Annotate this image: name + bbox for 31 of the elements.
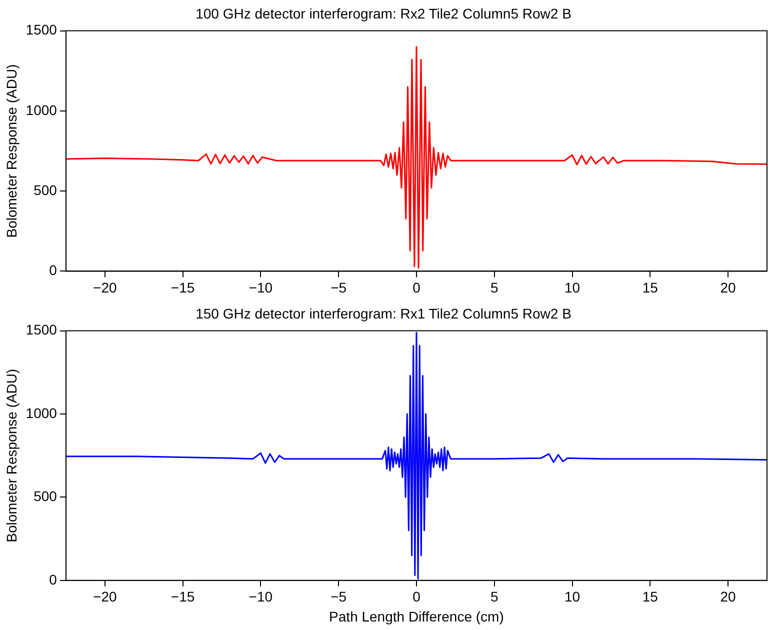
x-tick-label: 10 bbox=[564, 588, 580, 605]
y-axis-title: Bolometer Response (ADU) bbox=[3, 64, 20, 238]
x-tick-label: −15 bbox=[170, 279, 195, 296]
x-tick-label: −10 bbox=[248, 279, 273, 296]
x-tick-label: −15 bbox=[170, 588, 195, 605]
x-tick-label: −20 bbox=[93, 279, 117, 296]
x-tick-label: 5 bbox=[490, 279, 498, 296]
y-tick-label: 0 bbox=[49, 571, 58, 588]
x-axis-title: Path Length Difference (cm) bbox=[329, 608, 504, 624]
x-tick-label: −5 bbox=[330, 588, 347, 605]
x-tick-label: 15 bbox=[642, 588, 658, 605]
x-tick-label: 20 bbox=[720, 279, 736, 296]
x-tick-label: 10 bbox=[564, 279, 580, 296]
y-axis-title: Bolometer Response (ADU) bbox=[3, 368, 20, 542]
x-tick-label: 0 bbox=[412, 588, 421, 605]
y-tick-label: 0 bbox=[49, 262, 58, 278]
chart-title: 100 GHz detector interferogram: Rx2 Tile2 Column5 Row2 B bbox=[196, 5, 572, 22]
chart-title: 150 GHz detector interferogram: Rx1 Tile2 Column5 Row2 B bbox=[196, 305, 572, 322]
x-tick-label: 0 bbox=[412, 279, 421, 296]
y-tick-label: 1500 bbox=[26, 22, 58, 38]
x-tick-label: 5 bbox=[490, 588, 498, 605]
y-tick-label: 1000 bbox=[26, 102, 58, 118]
y-tick-label: 1500 bbox=[26, 322, 58, 338]
y-tick-label: 500 bbox=[34, 182, 58, 198]
x-tick-label: −20 bbox=[93, 588, 117, 605]
x-tick-label: −5 bbox=[330, 279, 347, 296]
y-tick-label: 500 bbox=[34, 488, 58, 504]
x-tick-label: −10 bbox=[248, 588, 273, 605]
x-tick-label: 15 bbox=[642, 279, 658, 296]
y-tick-label: 1000 bbox=[26, 404, 58, 421]
x-tick-label: 20 bbox=[720, 588, 736, 605]
